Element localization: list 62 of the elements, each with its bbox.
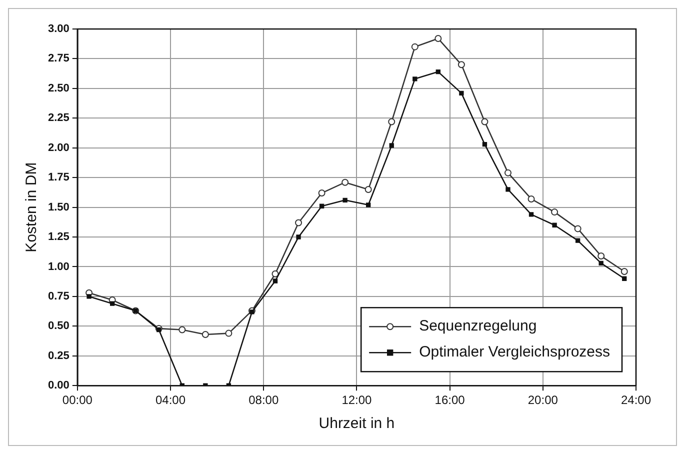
point [598,252,605,260]
y-tick-label: 0.50 [48,320,70,332]
y-tick-label: 2.25 [48,112,70,124]
legend-label: Sequenzregelung [419,318,537,335]
point [528,212,534,217]
point [412,76,418,82]
point [459,90,464,96]
point [364,186,372,193]
point [388,118,396,126]
point [482,142,488,147]
point [318,190,326,197]
y-tick-label: 1.25 [48,231,70,244]
point [110,301,115,306]
x-axis-title: Uhrzeit in h [318,415,395,432]
point [342,178,349,186]
legend-label: Optimaler Vergleichsprozess [419,344,610,361]
point [411,43,418,50]
x-tick-label: 00:00 [62,393,93,408]
point [574,225,582,232]
point [250,310,254,314]
point [506,187,510,192]
point [620,268,628,275]
x-tick-label: 08:00 [248,393,279,408]
point [622,276,627,281]
point [342,198,348,203]
point [366,202,371,208]
point [225,330,232,337]
point [481,118,488,126]
point [458,61,465,68]
point [434,35,442,42]
y-tick-label: 1.50 [48,201,70,214]
x-tick-label: 24:00 [620,393,652,408]
y-tick-label: 0.75 [48,290,70,302]
y-tick-label: 2.50 [48,82,70,94]
y-tick-label: 1.75 [48,172,70,184]
point [272,270,279,278]
y-tick-label: 2.75 [48,52,70,65]
point [178,326,186,334]
point [598,260,604,266]
y-tick-label: 1.00 [48,260,70,273]
point [528,195,535,202]
x-tick-label: 20:00 [528,393,558,408]
point [272,278,278,284]
y-tick-label: 3.00 [48,23,70,36]
point [575,238,580,243]
point [296,234,301,240]
x-tick-label: 16:00 [434,393,466,408]
point [551,208,558,216]
point [436,69,441,74]
point [319,204,324,208]
x-tick-label: 04:00 [155,393,186,408]
point [295,219,302,226]
y-axis-title: Kosten in DM [23,162,40,252]
point [202,330,209,338]
y-tick-label: 0.25 [48,350,70,362]
point [552,222,557,228]
x-tick-label: 12:00 [342,393,372,408]
y-tick-label: 0.00 [48,380,70,392]
point [86,294,92,299]
y-tick-label: 2.00 [48,142,70,154]
point [389,143,394,148]
point [504,169,512,176]
